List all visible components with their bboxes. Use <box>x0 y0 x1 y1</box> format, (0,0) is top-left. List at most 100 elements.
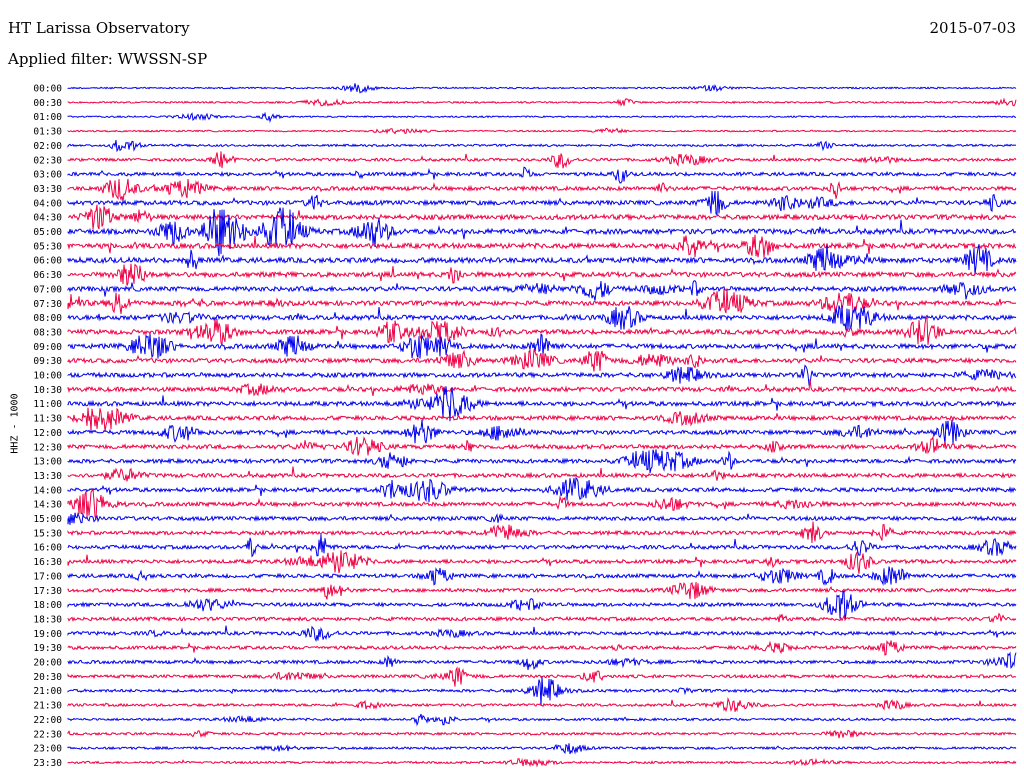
trace-line <box>67 488 1017 521</box>
trace-line <box>67 379 1017 397</box>
trace-line <box>67 139 1017 153</box>
trace-line <box>67 512 1017 525</box>
trace-line <box>67 581 1017 600</box>
time-tick-label: 17:00 <box>33 571 62 582</box>
time-tick-label: 13:30 <box>33 471 62 482</box>
trace-line <box>67 364 1017 386</box>
time-tick-label: 06:30 <box>33 270 62 281</box>
trace-line <box>67 315 1017 345</box>
time-tick-label: 02:30 <box>33 155 62 166</box>
trace-line <box>67 566 1017 586</box>
trace-line <box>67 612 1017 624</box>
time-tick-label: 05:30 <box>33 241 62 252</box>
time-tick-label: 12:30 <box>33 442 62 453</box>
observatory-title: HT Larissa Observatory <box>8 19 190 37</box>
time-tick-label: 04:00 <box>33 198 62 209</box>
trace-line <box>67 534 1017 558</box>
time-tick-label: 05:00 <box>33 227 62 238</box>
trace-line <box>67 435 1017 456</box>
trace-line <box>67 83 1017 94</box>
trace-line <box>67 263 1017 286</box>
trace-line <box>67 625 1017 643</box>
seismic-traces <box>67 83 1017 768</box>
time-tick-label: 20:30 <box>33 672 62 683</box>
time-tick-label: 23:00 <box>33 744 62 755</box>
trace-line <box>67 449 1017 474</box>
date-label: 2015-07-03 <box>929 19 1016 37</box>
time-tick-label: 02:00 <box>33 141 62 152</box>
trace-line <box>67 590 1017 621</box>
trace-line <box>67 477 1017 503</box>
time-tick-label: 16:30 <box>33 557 62 568</box>
trace-line <box>67 639 1017 656</box>
trace-line <box>67 651 1017 670</box>
time-tick-label: 15:00 <box>33 514 62 525</box>
trace-line <box>67 696 1017 713</box>
trace-line <box>67 190 1017 216</box>
trace-line <box>67 207 1017 257</box>
time-tick-label: 09:30 <box>33 356 62 367</box>
time-tick-label: 22:00 <box>33 715 62 726</box>
trace-line <box>67 419 1017 445</box>
trace-line <box>68 204 1017 230</box>
time-tick-label: 03:00 <box>33 170 62 181</box>
time-tick-label: 00:30 <box>33 98 62 109</box>
trace-line <box>67 757 1017 768</box>
time-tick-label: 18:30 <box>33 614 62 625</box>
trace-line <box>67 166 1017 184</box>
trace-line <box>67 111 1017 124</box>
time-tick-label: 11:30 <box>33 414 62 425</box>
time-tick-label: 19:30 <box>33 643 62 654</box>
trace-line <box>67 729 1017 739</box>
trace-line <box>67 178 1017 202</box>
trace-line <box>67 349 1017 372</box>
trace-line <box>67 550 1017 574</box>
time-tick-label: 19:00 <box>33 629 62 640</box>
time-tick-label: 07:00 <box>33 284 62 295</box>
time-tick-label: 11:00 <box>33 399 62 410</box>
time-tick-label: 01:30 <box>33 127 62 138</box>
trace-line <box>67 288 1017 315</box>
trace-line <box>67 521 1017 544</box>
time-tick-label: 23:30 <box>33 758 62 769</box>
time-tick-label: 06:00 <box>33 256 62 267</box>
time-tick-labels: 00:00 00:30 01:00 01:30 02:00 02:30 03:00 03:30… <box>33 84 62 769</box>
trace-line <box>67 244 1017 275</box>
trace-line <box>67 676 1017 706</box>
time-tick-label: 16:00 <box>33 543 62 554</box>
time-tick-label: 10:00 <box>33 371 62 382</box>
trace-line <box>67 386 1017 422</box>
time-tick-label: 08:30 <box>33 327 62 338</box>
trace-line <box>67 97 1017 107</box>
trace-line <box>67 234 1017 258</box>
time-tick-label: 17:30 <box>33 586 62 597</box>
trace-line <box>67 151 1017 169</box>
time-tick-label: 22:30 <box>33 729 62 740</box>
time-tick-label: 00:00 <box>33 84 62 95</box>
time-tick-label: 21:30 <box>33 701 62 712</box>
time-tick-label: 10:30 <box>33 385 62 396</box>
time-tick-label: 04:30 <box>33 213 62 224</box>
time-tick-label: 14:30 <box>33 500 62 511</box>
trace-line <box>67 127 1017 135</box>
time-tick-label: 09:00 <box>33 342 62 353</box>
trace-line <box>67 333 1017 359</box>
time-tick-label: 15:30 <box>33 528 62 539</box>
time-tick-label: 01:00 <box>33 112 62 123</box>
trace-line <box>67 713 1017 727</box>
time-tick-label: 08:00 <box>33 313 62 324</box>
time-tick-label: 13:00 <box>33 457 62 468</box>
trace-line <box>67 280 1017 301</box>
time-tick-label: 21:00 <box>33 686 62 697</box>
time-tick-label: 07:30 <box>33 299 62 310</box>
trace-line <box>67 305 1017 331</box>
trace-line <box>67 407 1017 432</box>
time-tick-label: 12:00 <box>33 428 62 439</box>
time-tick-label: 03:30 <box>33 184 62 195</box>
filter-label: Applied filter: WWSSN-SP <box>8 50 208 68</box>
trace-line <box>67 743 1017 755</box>
time-tick-label: 14:00 <box>33 485 62 496</box>
time-tick-label: 20:00 <box>33 658 62 669</box>
trace-line <box>67 466 1017 482</box>
